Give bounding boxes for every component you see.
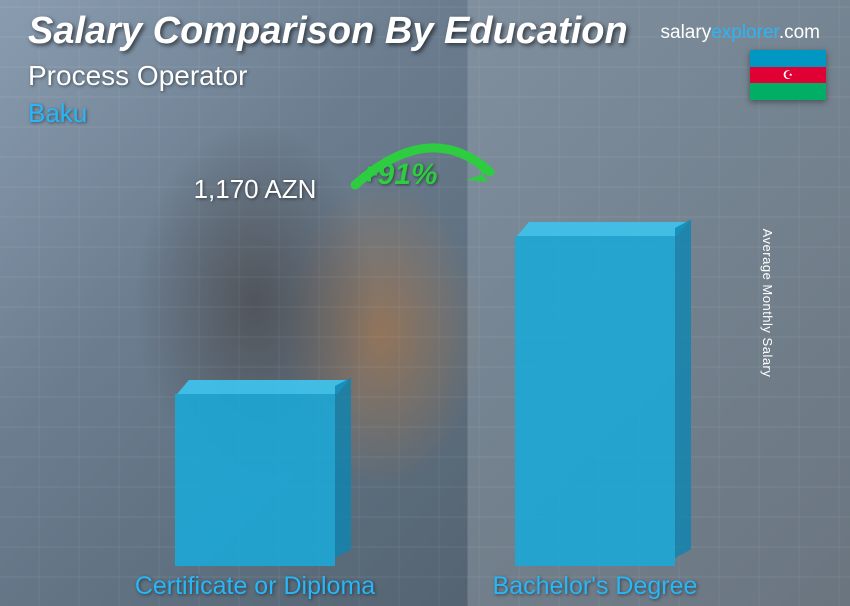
infographic-content: Salary Comparison By Education Process O… (0, 0, 850, 606)
flag-stripe-bot (750, 83, 826, 100)
bar-group: 2,240 AZN (515, 236, 675, 566)
bar-face (175, 394, 335, 566)
bar (175, 394, 335, 566)
main-title: Salary Comparison By Education (28, 10, 628, 53)
flag-stripe-top (750, 50, 826, 67)
location-label: Baku (28, 98, 87, 129)
job-title: Process Operator (28, 60, 247, 92)
bar-top (177, 380, 349, 394)
bar-top (517, 222, 689, 236)
bar-category-label: Bachelor's Degree (445, 572, 745, 601)
brand-label: salaryexplorer.com (661, 22, 820, 44)
bar-group: 1,170 AZN (175, 394, 335, 566)
flag-stripe-mid: ☪ (750, 67, 826, 84)
brand-part2: explorer (711, 22, 779, 43)
brand-part3: .com (779, 22, 820, 43)
delta-arrow-icon (340, 130, 520, 210)
bar (515, 236, 675, 566)
bar-side (335, 377, 351, 558)
bar-side (675, 219, 691, 558)
bar-value-label: 1,170 AZN (155, 174, 355, 205)
brand-part1: salary (661, 22, 712, 43)
country-flag: ☪ (750, 50, 826, 100)
bar-chart: 1,170 AZN Certificate or Diploma 2,240 AZN… (0, 176, 850, 606)
bar-category-label: Certificate or Diploma (105, 572, 405, 601)
bar-face (515, 236, 675, 566)
flag-emblem-icon: ☪ (783, 69, 794, 81)
